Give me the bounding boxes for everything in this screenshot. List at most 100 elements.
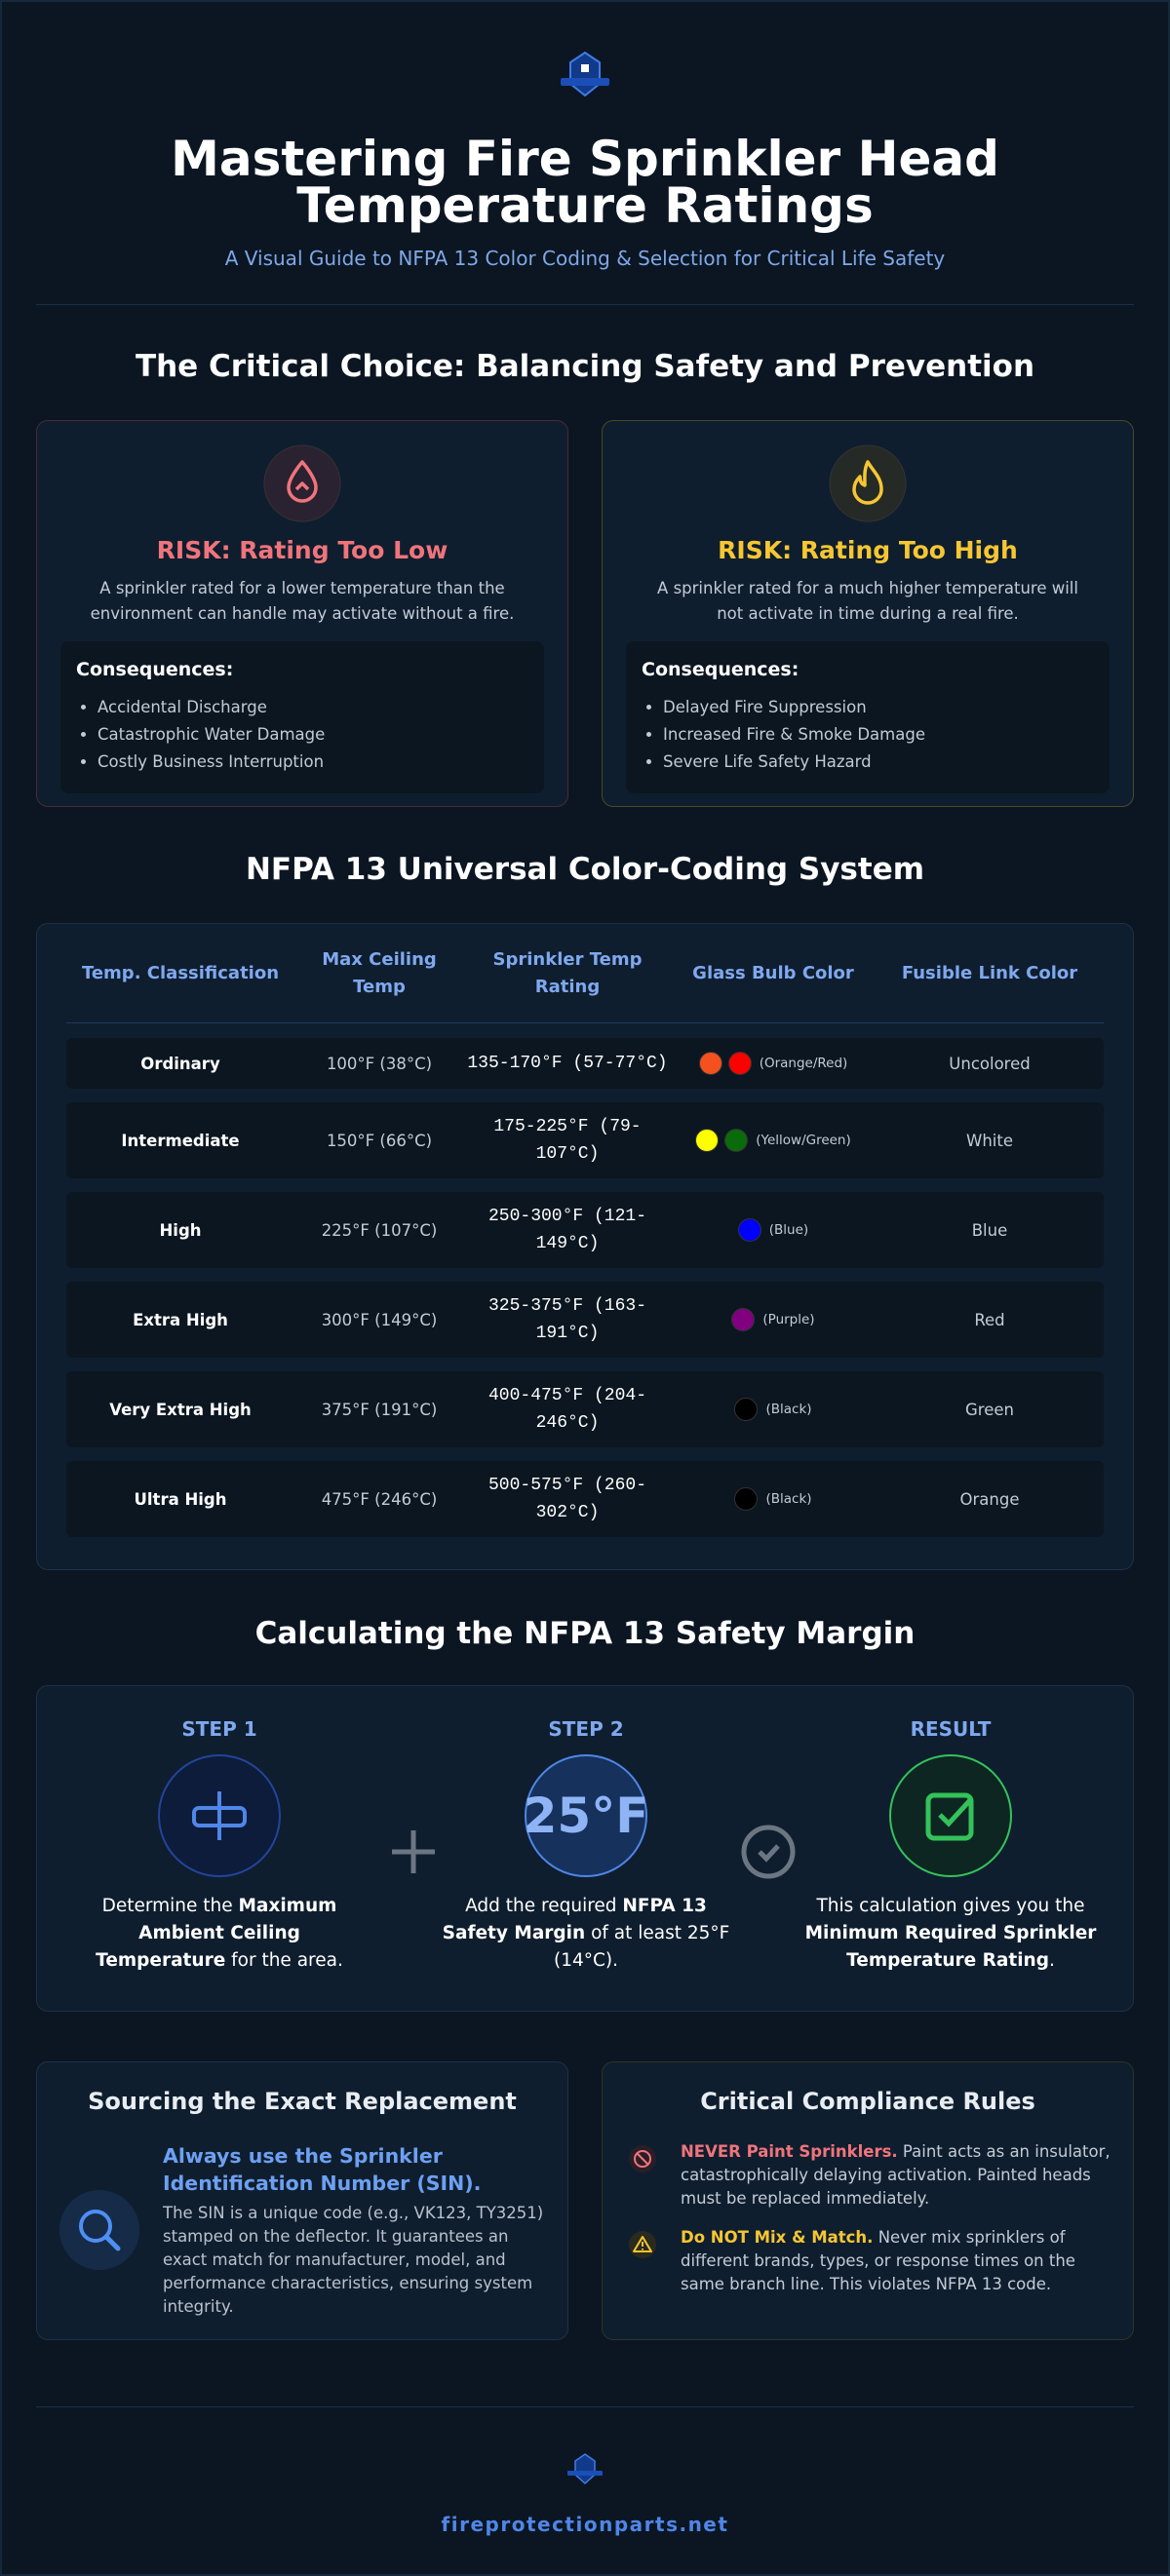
consequences-list: Accidental DischargeCatastrophic Water D…	[76, 694, 528, 776]
step-circle	[889, 1754, 1012, 1877]
bulb-label: (Black)	[765, 1402, 812, 1417]
fusible-link: Blue	[971, 1220, 1008, 1240]
rules-card: Critical Compliance Rules NEVER Paint Sp…	[602, 2061, 1134, 2340]
step-text-part: of at least 25°F (14°C).	[553, 1923, 730, 1971]
step-text-part: .	[1048, 1950, 1055, 1971]
sourcing-subtitle: Always use the Sprinkler Identification …	[163, 2144, 482, 2195]
consequence: Costly Business Interruption	[98, 749, 528, 776]
section-heading: NFPA 13 Universal Color-Coding System	[245, 852, 925, 887]
fusible-link: Uncolored	[949, 1054, 1031, 1073]
step-icon	[192, 1791, 247, 1840]
consequences-list: Delayed Fire SuppressionIncreased Fire &…	[642, 694, 1094, 776]
step-text-part: This calculation gives you the	[816, 1896, 1085, 1916]
table-row: Very Extra High 375°F (191°C) 400-475°F (2…	[66, 1371, 1104, 1447]
bulb-label: (Blue)	[768, 1222, 809, 1238]
bulb-cell: (Black)	[671, 1487, 876, 1511]
table-row: Intermediate 150°F (66°C) 175-225°F (79-10…	[66, 1102, 1104, 1178]
rating: 325-375°F (163-191°C)	[488, 1296, 647, 1343]
classification: Intermediate	[121, 1131, 240, 1150]
logo	[561, 51, 609, 97]
step-text-part: for the area.	[225, 1950, 343, 1971]
risk-title: RISK: Rating Too Low	[156, 536, 448, 564]
divider	[36, 304, 1134, 305]
risk-icon	[829, 444, 907, 522]
max-ceiling: 150°F (66°C)	[326, 1131, 433, 1150]
consequence: Catastrophic Water Damage	[98, 721, 528, 749]
step-text: Determine the Maximum Ambient Ceiling Te…	[63, 1893, 375, 1975]
bulb-cell: (Black)	[671, 1398, 876, 1421]
footer-logo	[567, 2453, 603, 2485]
step-value: 25°F	[523, 1788, 649, 1844]
search-icon	[59, 2190, 139, 2270]
bulb	[734, 1398, 759, 1421]
bulb	[731, 1308, 756, 1331]
rule: NEVER Paint Sprinklers. Paint acts as an…	[628, 2140, 1115, 2211]
rating: 135-170°F (57-77°C)	[467, 1054, 668, 1073]
subtitle: A Visual Guide to NFPA 13 Color Coding &…	[224, 247, 946, 270]
sourcing-card: Sourcing the Exact Replacement Always us…	[36, 2061, 568, 2340]
bulb-cell: (Orange/Red)	[671, 1052, 876, 1075]
bulb	[698, 1052, 722, 1075]
bulb-label: (Orange/Red)	[759, 1056, 848, 1071]
title-line: Temperature Ratings	[296, 177, 874, 234]
max-ceiling: 100°F (38°C)	[326, 1054, 433, 1073]
table-row: Ordinary 100°F (38°C) 135-170°F (57-77°C) (…	[66, 1038, 1104, 1089]
rule-lead: NEVER Paint Sprinklers.	[681, 2142, 898, 2161]
max-ceiling: 300°F (149°C)	[321, 1310, 438, 1329]
step: STEP 1 Determine the Maximum Ambient Ceil…	[63, 1717, 375, 1975]
bulb-label: (Black)	[765, 1491, 812, 1507]
step-text-part: NFPA 13 Safety Margin	[442, 1896, 707, 1943]
table-header: Temp. Classification Max Ceiling Temp Spri…	[66, 924, 1104, 1023]
step: STEP 2 25°F Add the required NFPA 13 Safet…	[430, 1717, 742, 1975]
fusible-link: Green	[965, 1400, 1014, 1419]
max-ceiling: 225°F (107°C)	[321, 1220, 438, 1240]
column-header: Sprinkler Temp Rating	[492, 948, 643, 997]
fusible-link: Red	[974, 1310, 1005, 1329]
consequences-label: Consequences:	[76, 659, 234, 680]
risk-title: RISK: Rating Too High	[718, 536, 1018, 564]
step-text-part: Add the required	[465, 1896, 623, 1916]
bulb	[737, 1218, 761, 1242]
title: Mastering Fire Sprinkler Head Temperatur…	[0, 135, 1170, 234]
bulb-label: (Yellow/Green)	[756, 1133, 851, 1148]
column-header: Glass Bulb Color	[692, 962, 854, 983]
section-heading: Calculating the NFPA 13 Safety Margin	[254, 1616, 916, 1651]
table-row: High 225°F (107°C) 250-300°F (121-149°C) (B…	[66, 1192, 1104, 1268]
classification: High	[159, 1220, 202, 1240]
risk-card: RISK: Rating Too Low A sprinkler rated fo…	[36, 420, 568, 807]
rating: 500-575°F (260-302°C)	[488, 1476, 647, 1522]
bulb	[727, 1052, 752, 1075]
step-text-part: Minimum Required Sprinkler Temperature R…	[804, 1923, 1097, 1971]
step-label: STEP 1	[181, 1717, 257, 1741]
consequences: Consequences: Delayed Fire SuppressionInc…	[626, 641, 1110, 793]
rule-lead: Do NOT Mix & Match.	[681, 2228, 874, 2247]
table-body: Ordinary 100°F (38°C) 135-170°F (57-77°C) (…	[66, 1038, 1104, 1537]
bulb	[724, 1129, 749, 1152]
table-row: Extra High 300°F (149°C) 325-375°F (163-19…	[66, 1282, 1104, 1358]
rules-title: Critical Compliance Rules	[700, 2088, 1035, 2115]
step-text-part: Maximum Ambient Ceiling Temperature	[96, 1896, 337, 1971]
rating: 250-300°F (121-149°C)	[488, 1207, 647, 1253]
bulb	[695, 1129, 720, 1152]
step-circle	[158, 1754, 281, 1877]
step-label: STEP 2	[548, 1717, 624, 1741]
steps-panel: STEP 1 Determine the Maximum Ambient Ceil…	[36, 1685, 1134, 2012]
divider	[36, 2406, 1134, 2407]
classification: Ultra High	[134, 1489, 227, 1509]
column-header: Max Ceiling Temp	[322, 948, 437, 997]
plus-icon	[392, 1830, 435, 1873]
fusible-link: Orange	[959, 1489, 1020, 1509]
section-heading: The Critical Choice: Balancing Safety an…	[135, 349, 1035, 384]
risk-icon	[263, 444, 341, 522]
table-panel: Temp. Classification Max Ceiling Temp Spri…	[36, 923, 1134, 1570]
consequence: Delayed Fire Suppression	[663, 694, 1094, 721]
bulb-label: (Purple)	[762, 1312, 815, 1327]
classification: Ordinary	[140, 1054, 220, 1073]
rule-text: Do NOT Mix & Match. Never mix sprinklers…	[681, 2226, 1115, 2296]
footer-site: fireprotectionparts.net	[441, 2513, 729, 2536]
risk-card: RISK: Rating Too High A sprinkler rated f…	[602, 420, 1134, 807]
risk-text: A sprinkler rated for a much higher temp…	[657, 579, 1078, 623]
